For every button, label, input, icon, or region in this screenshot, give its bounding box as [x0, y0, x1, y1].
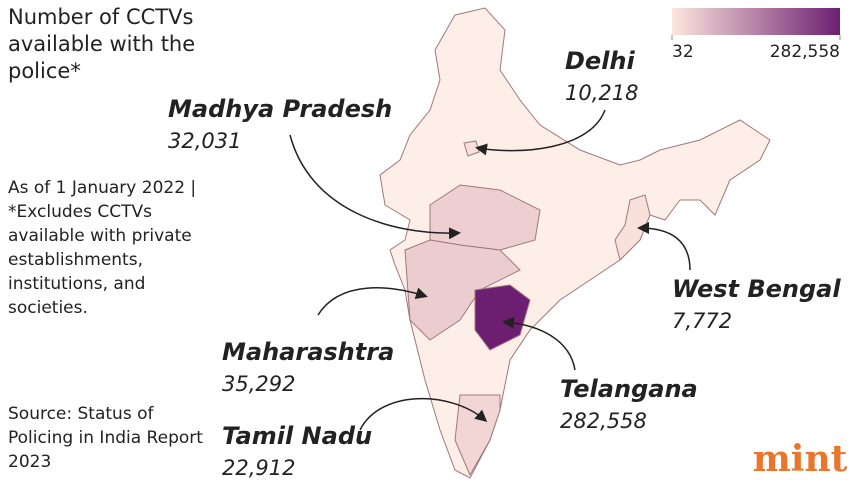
arrow [637, 222, 691, 271]
state-value: 35,292 [222, 372, 295, 396]
state-value: 22,912 [222, 456, 295, 480]
arrow [317, 287, 428, 316]
legend-gradient [672, 8, 840, 35]
brand-logo: mint [753, 438, 848, 480]
note: As of 1 January 2022 | *Excludes CCTVs a… [8, 178, 197, 318]
states [404, 140, 651, 477]
state-shape [614, 194, 651, 261]
state-name: Maharashtra [222, 338, 394, 366]
state-value: 32,031 [168, 129, 241, 153]
state-shape [404, 239, 521, 341]
state-name: Tamil Nadu [222, 422, 372, 450]
title: Number of CCTVs available with the polic… [8, 5, 196, 83]
arrow [289, 134, 461, 240]
arrow [475, 109, 606, 156]
source: Source: Status of Policing in India Repo… [8, 404, 203, 472]
state-value: 10,218 [565, 81, 638, 105]
state-name: Telangana [560, 375, 698, 403]
india-outline [379, 7, 771, 479]
arrow [502, 316, 576, 371]
state-name: West Bengal [672, 275, 841, 303]
arrow [359, 397, 488, 431]
state-value: 7,772 [672, 309, 732, 333]
state-shape [454, 394, 501, 477]
legend-label: 282,558 [770, 42, 840, 62]
state-name: Madhya Pradesh [168, 95, 392, 123]
state-name: Delhi [565, 47, 636, 75]
state-value: 282,558 [560, 409, 647, 433]
legend-label: 32 [672, 42, 694, 62]
